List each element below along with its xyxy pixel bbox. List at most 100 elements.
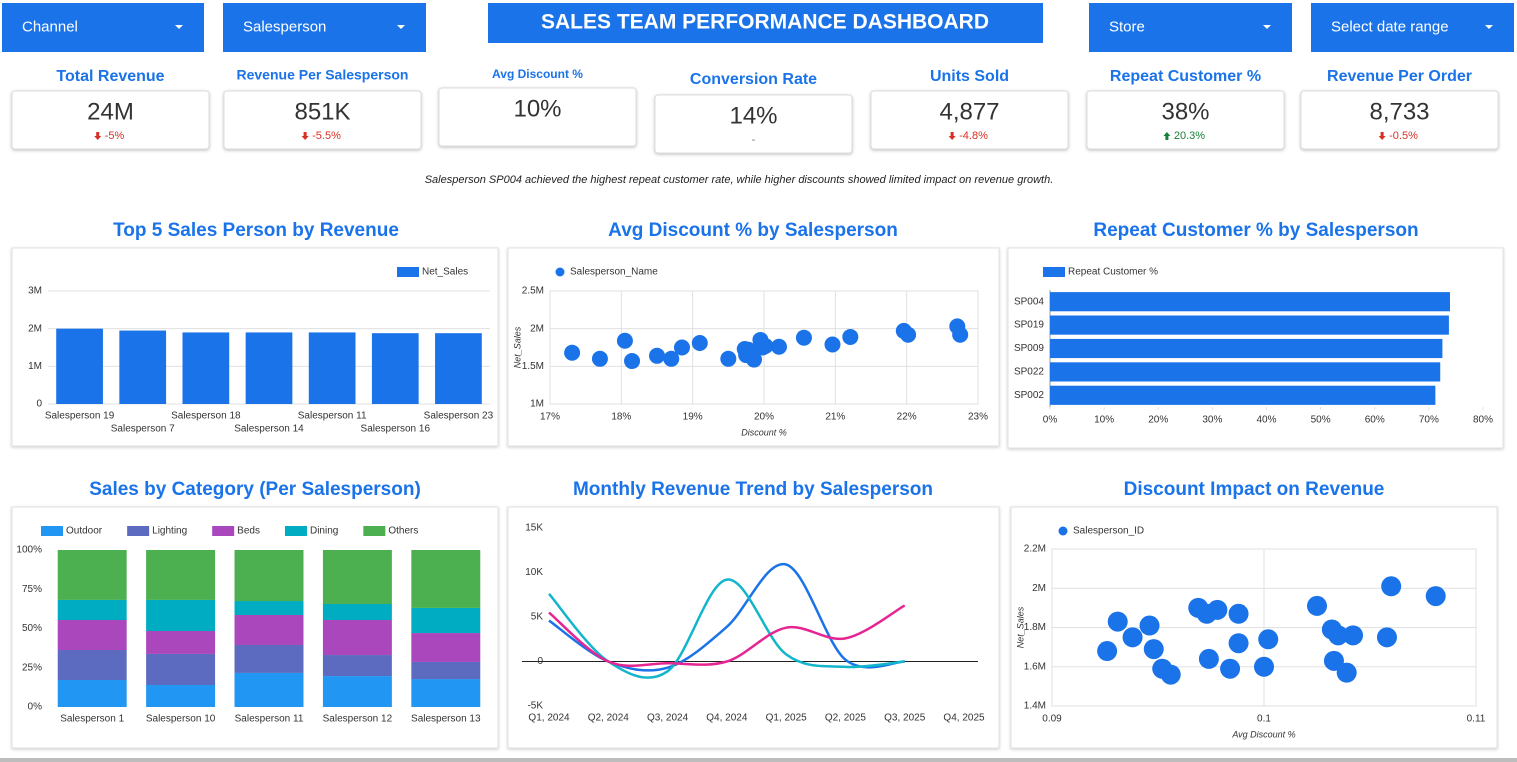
filter-label[interactable]: Store	[1109, 18, 1145, 35]
bar	[56, 328, 103, 404]
chart-title: Avg Discount % by Salesperson	[608, 220, 898, 241]
x-tick-label: 23%	[968, 412, 988, 423]
x-tick-label: Salesperson 1	[60, 714, 124, 725]
y-tick-label: -5K	[527, 701, 543, 712]
kpi-delta: 20.3%	[1174, 130, 1205, 142]
bar	[371, 333, 419, 404]
scatter-point	[616, 332, 633, 349]
y-tick-label: SP009	[1014, 343, 1044, 354]
kpi-value: 851K	[294, 98, 350, 125]
scatter-point	[1336, 662, 1357, 683]
delta-arrow	[301, 132, 309, 140]
x-tick-label: 80%	[1473, 415, 1493, 426]
legend-label: Salesperson_ID	[1073, 526, 1144, 537]
legend-label: Dining	[310, 526, 338, 537]
kpi-delta: -0.5%	[1389, 130, 1418, 142]
bar-segment	[411, 633, 481, 662]
kpi-delta: -4.8%	[959, 130, 988, 142]
bar-segment	[322, 620, 392, 656]
y-tick-label: 1.8M	[1024, 622, 1046, 633]
x-tick-label: 18%	[611, 412, 631, 423]
legend-label: Outdoor	[66, 526, 103, 537]
bar-segment	[57, 650, 127, 680]
legend-swatch	[284, 526, 307, 536]
x-tick-label: Salesperson 14	[234, 424, 304, 435]
filter-label[interactable]: Salesperson	[243, 18, 326, 35]
y-tick-label: 2.5M	[522, 286, 544, 297]
scatter-point	[691, 334, 708, 351]
scatter-point	[795, 329, 812, 346]
bar-segment	[146, 599, 216, 632]
y-tick-label: 1.4M	[1024, 701, 1046, 712]
x-tick-label: Salesperson 12	[323, 714, 393, 725]
bar	[1050, 385, 1436, 405]
scatter-point	[757, 337, 774, 354]
scatter-point	[824, 336, 841, 353]
bar-segment	[322, 676, 392, 707]
x-tick-label: Salesperson 11	[235, 714, 304, 725]
bar	[435, 333, 482, 404]
legend-swatch	[212, 526, 235, 536]
y-axis-title: Net_Sales	[512, 326, 522, 368]
bar	[1050, 338, 1443, 359]
bar	[182, 332, 230, 404]
bar-segment	[411, 550, 481, 608]
y-tick-label: 15K	[525, 523, 543, 534]
filter-dropdown[interactable]	[1311, 3, 1514, 52]
x-tick-label: 21%	[825, 412, 845, 423]
legend-label: Salesperson_Name	[570, 267, 658, 278]
scatter-point	[1328, 625, 1349, 646]
x-tick-label: Salesperson 11	[298, 411, 367, 422]
kpi-card	[438, 87, 637, 147]
kpi-value: 8,733	[1369, 98, 1429, 125]
bar-segment	[146, 685, 216, 707]
scatter-point	[1228, 633, 1249, 654]
filter-dropdown[interactable]	[1089, 3, 1292, 52]
bar-segment	[234, 614, 304, 645]
scatter-point	[770, 338, 787, 355]
scatter-point	[1376, 627, 1397, 648]
dropdown-arrow	[397, 25, 405, 29]
kpi-delta: -	[752, 134, 756, 146]
scatter-point	[1307, 595, 1327, 616]
filter-dropdown[interactable]	[223, 3, 426, 52]
x-tick-label: 60%	[1365, 415, 1385, 426]
kpi-card	[11, 90, 210, 150]
bar	[119, 330, 167, 404]
x-tick-label: Q4, 2025	[943, 713, 985, 724]
filter-label[interactable]: Channel	[22, 18, 78, 35]
y-tick-label: SP019	[1014, 320, 1044, 331]
y-tick-label: 2M	[28, 323, 42, 334]
bar-segment	[57, 679, 127, 707]
scatter-point	[1143, 639, 1164, 660]
kpi-label: Total Revenue	[56, 68, 164, 85]
scatter-point	[591, 350, 608, 367]
bar-segment	[146, 550, 216, 600]
bar	[1050, 315, 1449, 335]
x-tick-label: 17%	[540, 412, 560, 423]
delta-arrow	[94, 132, 102, 140]
kpi-label: Avg Discount %	[492, 67, 583, 81]
legend-marker	[1058, 526, 1068, 536]
kpi-value: 4,877	[939, 98, 999, 125]
bar	[1050, 362, 1441, 382]
scatter-point	[900, 326, 917, 343]
x-axis-title: Avg Discount %	[1231, 729, 1295, 739]
filter-dropdown[interactable]	[2, 3, 204, 52]
legend-marker	[555, 267, 565, 277]
bar-segment	[146, 631, 216, 654]
y-tick-label: 3M	[28, 286, 42, 297]
scatter-point	[1139, 615, 1160, 636]
scatter-point	[1097, 641, 1118, 662]
x-tick-label: Q1, 2025	[766, 713, 808, 724]
legend-swatch	[397, 267, 419, 277]
y-tick-label: SP002	[1014, 390, 1044, 401]
y-tick-label: 0%	[28, 702, 43, 713]
y-tick-label: 0	[36, 399, 42, 410]
x-tick-label: 10%	[1094, 415, 1114, 426]
bar-segment	[322, 604, 392, 621]
x-tick-label: Q3, 2024	[647, 713, 689, 724]
y-tick-label: 75%	[22, 584, 42, 595]
filter-label[interactable]: Select date range	[1331, 18, 1449, 35]
